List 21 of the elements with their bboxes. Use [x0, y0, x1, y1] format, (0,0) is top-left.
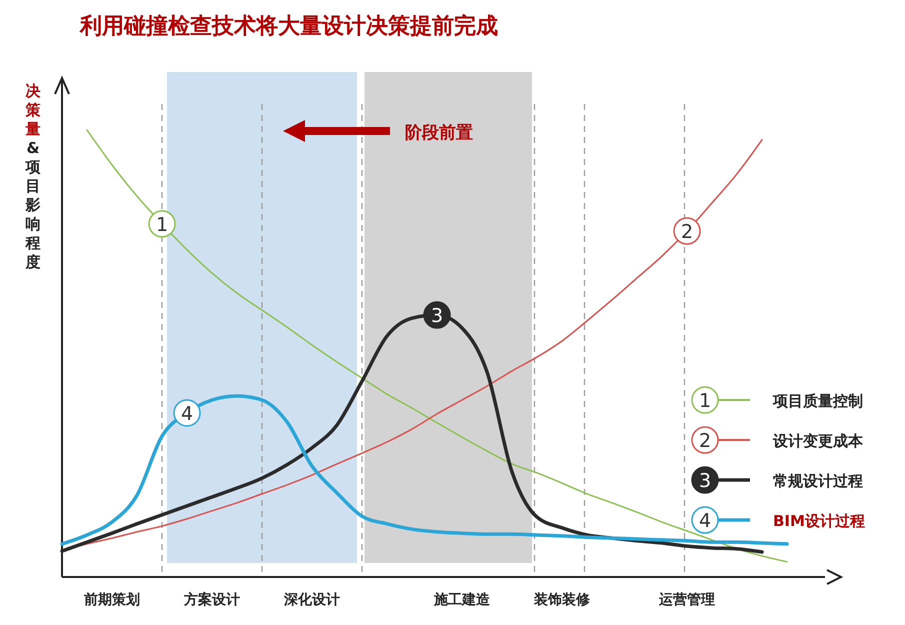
- text: 4: [698, 510, 712, 532]
- legend-label: BIM设计过程: [773, 512, 865, 530]
- x-tick-label: 深化设计: [283, 592, 340, 608]
- legend-label: 设计变更成本: [772, 432, 864, 450]
- annotation: 4: [180, 402, 194, 425]
- text: 2: [698, 430, 712, 452]
- annotation: 2: [680, 221, 694, 244]
- x-tick-label: 方案设计: [183, 591, 240, 608]
- legend-label: 常规设计过程: [773, 472, 863, 490]
- text: 决策量&项目影响程度: [26, 82, 40, 271]
- text: 3: [698, 470, 712, 492]
- annotation: 阶段前置: [405, 123, 473, 143]
- legend-label: 项目质量控制: [772, 392, 863, 410]
- x-tick-label: 施工建造: [433, 592, 491, 608]
- x-tick-label: 前期策划: [83, 592, 140, 608]
- x-tick-label: 装饰装修: [533, 592, 591, 608]
- annotation: 1: [156, 214, 168, 236]
- text: 1: [698, 390, 712, 412]
- chart-title: 利用碰撞检查技术将大量设计决策提前完成: [79, 13, 498, 39]
- x-tick-label: 运营管理: [658, 592, 715, 608]
- annotation: 3: [430, 305, 444, 328]
